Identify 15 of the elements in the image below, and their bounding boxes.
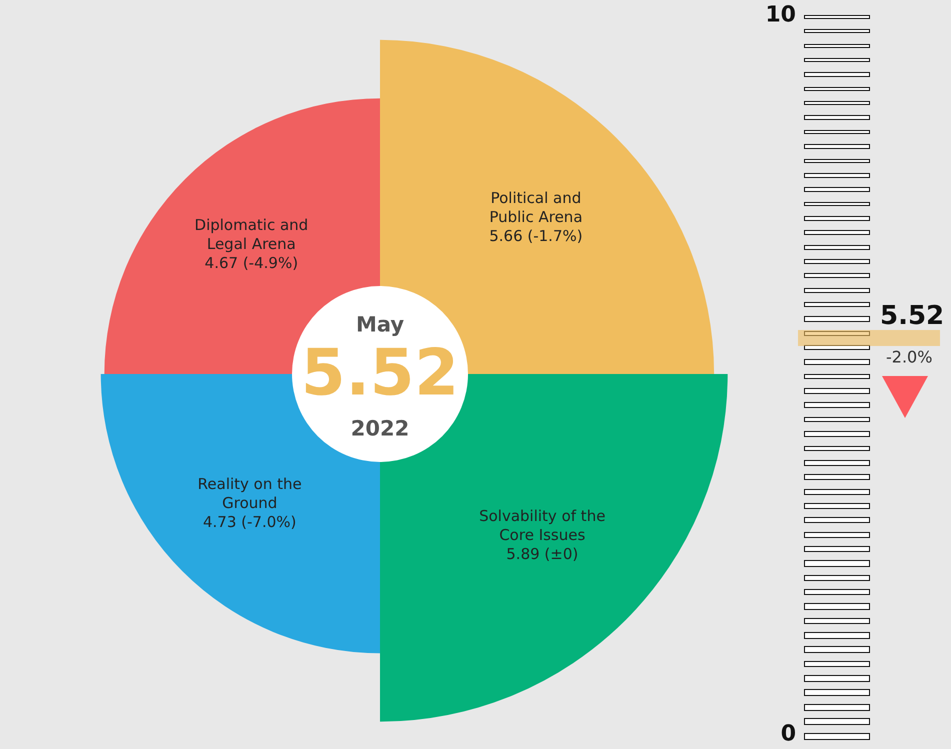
text: 5.52 [880, 300, 944, 331]
data-label: 4.67 (-4.9%) [204, 254, 298, 272]
category-label: Political and Public Arena [489, 188, 583, 226]
text: May [356, 312, 404, 336]
category-label: Diplomatic and Legal Arena [194, 216, 308, 254]
text: 10 [765, 2, 796, 28]
category-label: Reality on the Ground [198, 475, 302, 512]
text: 5.52 [301, 336, 459, 411]
category-label: Solvability of the Core Issues [479, 507, 606, 544]
data-label: 5.89 (±0) [506, 545, 578, 564]
text: -2.0% [886, 347, 932, 366]
text: 2022 [350, 416, 410, 440]
data-label: 5.66 (-1.7%) [489, 226, 583, 245]
data-label: 4.73 (-7.0%) [203, 513, 296, 532]
text: 0 [780, 722, 796, 747]
